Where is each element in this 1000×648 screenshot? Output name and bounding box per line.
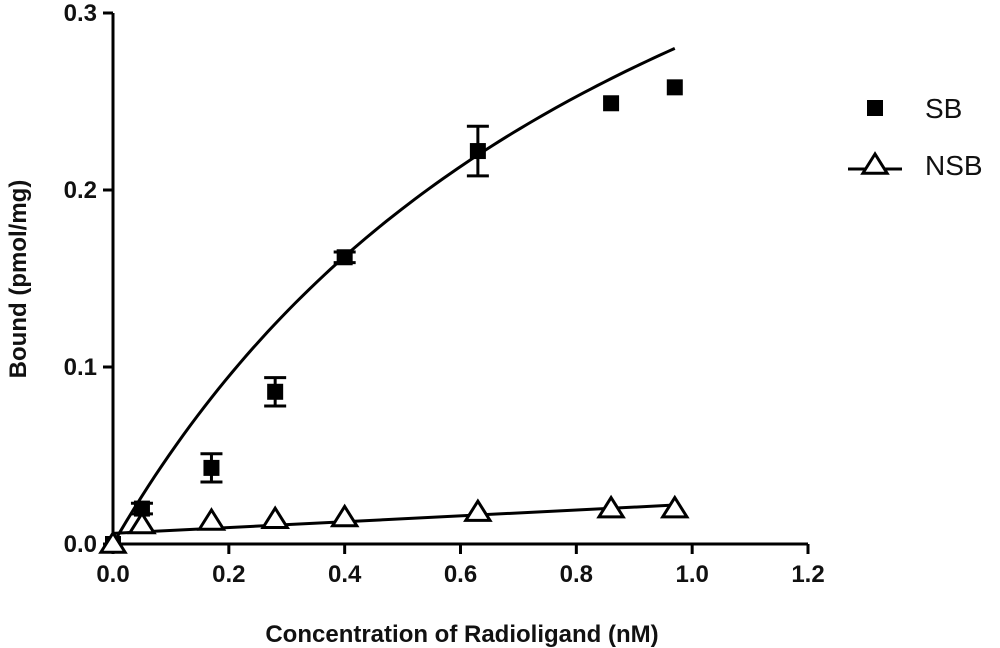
x-tick-label: 0.0 xyxy=(96,561,129,588)
legend-item-nsb: NSB xyxy=(848,150,983,181)
x-tick-label: 1.0 xyxy=(675,561,708,588)
y-axis-title: Bound (pmol/mg) xyxy=(5,180,32,379)
data-points xyxy=(98,79,690,554)
nsb-point xyxy=(127,510,157,535)
x-axis-title: Concentration of Radioligand (nM) xyxy=(265,621,658,648)
nsb-point xyxy=(659,494,690,519)
nsb-point xyxy=(196,507,227,531)
sb-point xyxy=(336,249,353,266)
sb-point xyxy=(133,500,150,517)
sb-fit-curve xyxy=(111,47,676,545)
legend-sb-marker xyxy=(867,100,883,116)
x-tick-label: 0.2 xyxy=(212,561,245,588)
sb-point xyxy=(469,143,486,160)
nsb-fit-line xyxy=(112,503,675,535)
x-tick-label: 0.6 xyxy=(444,561,477,588)
legend-sb-label: SB xyxy=(925,93,962,124)
y-tick-label: 0.2 xyxy=(64,177,97,204)
nsb-point xyxy=(463,498,493,522)
nsb-point xyxy=(98,530,128,554)
y-tick-label: 0.0 xyxy=(64,531,97,558)
legend-nsb-marker xyxy=(860,151,890,175)
sb-point xyxy=(267,383,284,400)
fit-lines xyxy=(111,47,676,545)
nsb-point xyxy=(329,503,360,528)
sb-point xyxy=(203,459,220,476)
nsb-point xyxy=(596,494,626,519)
legend: SB NSB xyxy=(848,93,983,181)
legend-nsb-label: NSB xyxy=(925,150,983,181)
x-tick-label: 0.4 xyxy=(328,561,362,588)
sb-point xyxy=(666,79,683,96)
legend-item-sb: SB xyxy=(867,93,962,124)
y-tick-label: 0.3 xyxy=(64,0,97,27)
x-tick-label: 0.8 xyxy=(560,561,593,588)
ticks: 0.0 0.2 0.4 0.6 0.8 1.0 1.2 0.0 0.1 0.2 0.3 xyxy=(64,0,825,588)
y-tick-label: 0.1 xyxy=(64,354,97,381)
sb-point xyxy=(603,95,620,112)
x-tick-label: 1.2 xyxy=(791,561,824,588)
nsb-point xyxy=(260,505,290,529)
